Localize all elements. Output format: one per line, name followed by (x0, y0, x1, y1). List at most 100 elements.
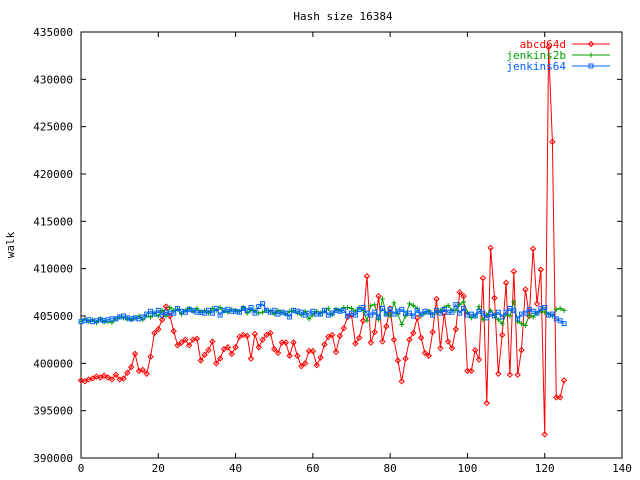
data-point-diamond (321, 341, 328, 348)
data-point-diamond (549, 138, 556, 146)
data-point-diamond (170, 327, 177, 335)
data-point-diamond (417, 334, 425, 341)
data-point-diamond (560, 377, 568, 384)
data-point-square (244, 307, 250, 313)
data-point-diamond (255, 344, 262, 351)
data-point-diamond (205, 346, 212, 354)
data-point-square (430, 312, 436, 318)
data-point-square (341, 307, 347, 313)
data-point-diamond (294, 352, 301, 359)
data-point-plus (461, 299, 467, 305)
data-point-square (236, 309, 242, 315)
data-point-diamond (236, 333, 243, 341)
data-point-square (260, 301, 266, 307)
data-point-diamond (174, 342, 181, 349)
x-tick-label: 100 (457, 462, 477, 475)
data-point-diamond (124, 369, 131, 377)
y-tick-label: 395000 (33, 405, 73, 418)
data-point-plus (364, 318, 370, 324)
data-point-plus (507, 313, 513, 319)
data-point-square (557, 318, 563, 324)
data-point-diamond (274, 349, 282, 357)
data-point-square (368, 312, 374, 318)
data-point-diamond (363, 273, 371, 280)
data-point-diamond (193, 335, 201, 342)
data-point-diamond (158, 316, 166, 323)
data-point-square (418, 311, 424, 317)
data-point-diamond (228, 350, 235, 358)
data-point-diamond (460, 292, 467, 300)
x-tick-label: 20 (152, 462, 165, 475)
data-point-diamond (328, 331, 336, 339)
data-point-diamond (398, 378, 405, 385)
data-point-plus (372, 302, 378, 308)
data-point-square (271, 307, 277, 313)
series-abcd64d (77, 43, 568, 438)
data-point-square (522, 310, 528, 316)
x-tick-label: 0 (78, 462, 85, 475)
data-point-diamond (541, 431, 548, 438)
data-point-square (453, 302, 459, 308)
data-point-diamond (201, 351, 208, 359)
data-point-diamond (77, 377, 85, 384)
data-point-diamond (263, 331, 270, 339)
data-point-diamond (471, 346, 479, 354)
data-point-diamond (220, 345, 228, 353)
data-point-plus (244, 310, 250, 316)
data-point-diamond (421, 349, 429, 357)
data-point-square (399, 306, 405, 312)
data-point-diamond (313, 362, 320, 369)
data-point-square (182, 309, 188, 315)
data-point-diamond (271, 345, 278, 353)
y-tick-label: 390000 (33, 452, 73, 465)
data-point-diamond (491, 294, 498, 302)
data-point-square (329, 310, 335, 316)
data-point-diamond (433, 295, 440, 303)
data-point-diamond (182, 336, 189, 343)
data-point-diamond (301, 360, 309, 367)
data-point-square (441, 306, 447, 312)
data-point-square (360, 304, 366, 310)
data-point-diamond (131, 350, 139, 358)
data-point-diamond (97, 374, 104, 381)
data-point-diamond (185, 342, 193, 349)
data-point-square (171, 310, 177, 316)
data-point-square (283, 310, 289, 316)
data-point-square (310, 308, 316, 314)
data-point-square (140, 314, 146, 320)
data-point-square (387, 306, 393, 312)
data-point-diamond (259, 336, 266, 343)
data-point-square (426, 309, 432, 315)
data-point-square (457, 310, 463, 316)
data-point-plus (476, 304, 482, 310)
data-point-diamond (317, 354, 324, 361)
data-point-plus (499, 321, 505, 327)
data-point-diamond (162, 303, 170, 310)
data-point-diamond (448, 344, 456, 352)
y-tick-label: 430000 (33, 73, 73, 86)
data-point-square (491, 313, 497, 319)
data-point-square (155, 307, 161, 313)
data-point-diamond (379, 338, 386, 345)
data-point-diamond (100, 372, 108, 379)
data-point-square (321, 307, 327, 313)
data-point-square (298, 309, 304, 315)
data-point-square (511, 307, 517, 313)
data-point-square (379, 305, 385, 311)
data-point-diamond (147, 353, 154, 360)
data-point-square (151, 311, 157, 317)
data-point-diamond (93, 373, 100, 380)
data-point-square (144, 311, 150, 317)
data-point-diamond (444, 338, 452, 345)
data-point-diamond (282, 339, 290, 346)
data-point-plus (542, 309, 548, 315)
data-point-square (495, 309, 501, 315)
data-point-diamond (286, 352, 293, 359)
data-point-square (383, 311, 389, 317)
data-point-diamond (209, 338, 216, 345)
y-tick-label: 420000 (33, 168, 73, 181)
data-point-diamond (468, 367, 475, 375)
data-point-diamond (402, 355, 409, 362)
data-point-square (202, 310, 208, 316)
